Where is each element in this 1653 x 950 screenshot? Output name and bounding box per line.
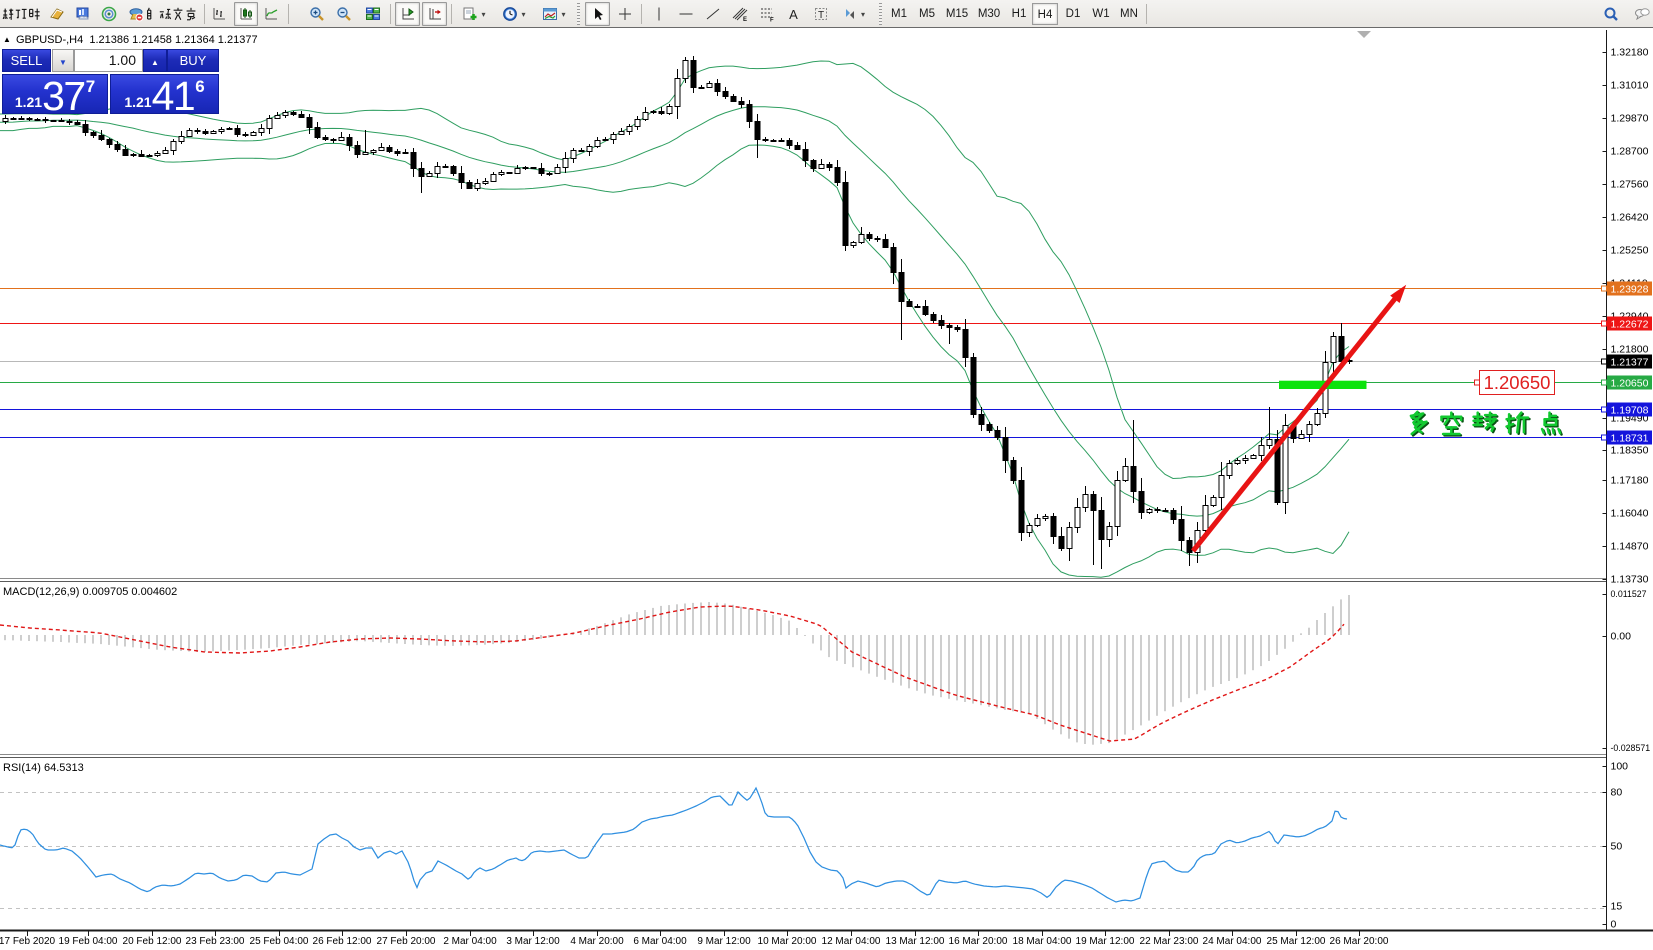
svg-text:1.22672: 1.22672 bbox=[1611, 318, 1649, 330]
svg-text:24 Mar 04:00: 24 Mar 04:00 bbox=[1203, 936, 1262, 947]
svg-text:10 Mar 20:00: 10 Mar 20:00 bbox=[758, 936, 817, 947]
svg-text:9 Mar 12:00: 9 Mar 12:00 bbox=[697, 936, 751, 947]
svg-text:13 Mar 12:00: 13 Mar 12:00 bbox=[886, 936, 945, 947]
svg-text:▲: ▲ bbox=[3, 35, 11, 44]
svg-text:6 Mar 04:00: 6 Mar 04:00 bbox=[633, 936, 687, 947]
svg-text:1.14870: 1.14870 bbox=[1611, 541, 1649, 553]
svg-text:12 Mar 04:00: 12 Mar 04:00 bbox=[822, 936, 881, 947]
svg-text:1.20650: 1.20650 bbox=[1611, 377, 1649, 389]
svg-text:1.19708: 1.19708 bbox=[1611, 404, 1649, 416]
svg-text:GBPUSD-,H4 1.21386 1.21458 1.: GBPUSD-,H4 1.21386 1.21458 1.21364 1.213… bbox=[16, 34, 258, 46]
svg-text:1.29870: 1.29870 bbox=[1611, 113, 1649, 125]
svg-text:26 Mar 20:00: 26 Mar 20:00 bbox=[1330, 936, 1389, 947]
svg-text:1.13730: 1.13730 bbox=[1611, 574, 1649, 586]
svg-text:19 Mar 12:00: 19 Mar 12:00 bbox=[1076, 936, 1135, 947]
svg-text:1.27560: 1.27560 bbox=[1611, 179, 1649, 191]
svg-text:80: 80 bbox=[1611, 787, 1623, 799]
svg-text:50: 50 bbox=[1611, 841, 1623, 853]
svg-text:4 Mar 20:00: 4 Mar 20:00 bbox=[570, 936, 624, 947]
svg-text:1.26420: 1.26420 bbox=[1611, 212, 1649, 224]
svg-text:1.18350: 1.18350 bbox=[1611, 445, 1649, 457]
svg-text:0.011527: 0.011527 bbox=[1611, 589, 1647, 599]
svg-text:MACD(12,26,9) 0.009705 0.00460: MACD(12,26,9) 0.009705 0.004602 bbox=[3, 586, 177, 598]
svg-text:-0.028571: -0.028571 bbox=[1611, 743, 1651, 753]
svg-text:15: 15 bbox=[1611, 901, 1623, 913]
svg-text:1.18731: 1.18731 bbox=[1611, 432, 1649, 444]
svg-text:2 Mar 04:00: 2 Mar 04:00 bbox=[443, 936, 497, 947]
svg-text:RSI(14) 64.5313: RSI(14) 64.5313 bbox=[3, 762, 84, 774]
svg-text:26 Feb 12:00: 26 Feb 12:00 bbox=[313, 936, 372, 947]
svg-text:1.16040: 1.16040 bbox=[1611, 508, 1649, 520]
svg-text:1.31010: 1.31010 bbox=[1611, 80, 1649, 92]
svg-text:20 Feb 12:00: 20 Feb 12:00 bbox=[123, 936, 182, 947]
svg-text:27 Feb 20:00: 27 Feb 20:00 bbox=[377, 936, 436, 947]
svg-text:1.23928: 1.23928 bbox=[1611, 283, 1649, 295]
svg-text:T: T bbox=[818, 10, 824, 21]
svg-text:100: 100 bbox=[1611, 761, 1629, 773]
svg-text:1.17180: 1.17180 bbox=[1611, 475, 1649, 487]
svg-text:19 Feb 04:00: 19 Feb 04:00 bbox=[59, 936, 118, 947]
svg-text:17 Feb 2020: 17 Feb 2020 bbox=[0, 936, 56, 947]
svg-text:0.00: 0.00 bbox=[1611, 631, 1632, 643]
svg-text:18 Mar 04:00: 18 Mar 04:00 bbox=[1013, 936, 1072, 947]
svg-text:1.20650: 1.20650 bbox=[1484, 372, 1551, 393]
svg-text:23 Feb 23:00: 23 Feb 23:00 bbox=[186, 936, 245, 947]
svg-text:F: F bbox=[770, 18, 774, 23]
svg-text:16 Mar 20:00: 16 Mar 20:00 bbox=[949, 936, 1008, 947]
svg-text:1.21377: 1.21377 bbox=[1611, 356, 1649, 368]
svg-text:25 Mar 12:00: 25 Mar 12:00 bbox=[1267, 936, 1326, 947]
svg-text:0: 0 bbox=[1611, 919, 1617, 931]
svg-text:3 Mar 12:00: 3 Mar 12:00 bbox=[506, 936, 560, 947]
svg-text:22 Mar 23:00: 22 Mar 23:00 bbox=[1140, 936, 1199, 947]
svg-text:1.28700: 1.28700 bbox=[1611, 146, 1649, 158]
svg-text:1.21800: 1.21800 bbox=[1611, 344, 1649, 356]
svg-text:1.25250: 1.25250 bbox=[1611, 245, 1649, 257]
svg-text:1.32180: 1.32180 bbox=[1611, 47, 1649, 59]
svg-text:25 Feb 04:00: 25 Feb 04:00 bbox=[250, 936, 309, 947]
svg-text:E: E bbox=[743, 17, 747, 22]
